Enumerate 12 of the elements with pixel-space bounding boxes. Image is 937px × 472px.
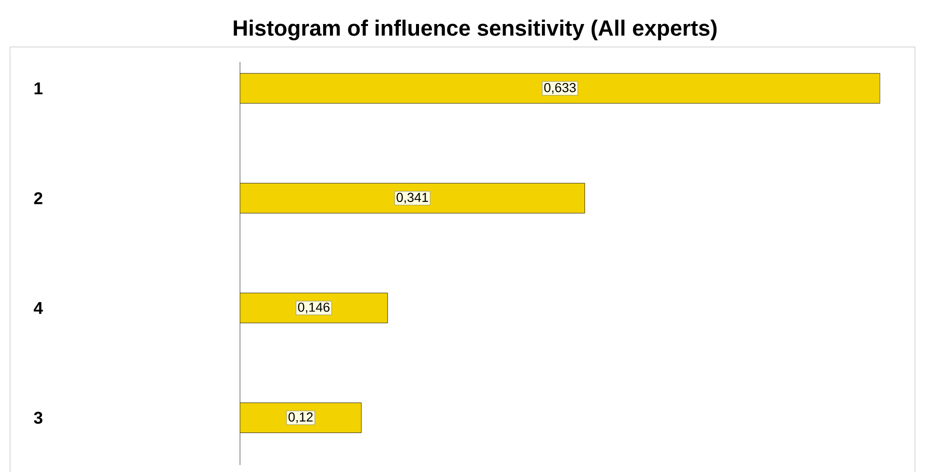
chart-title: Histogram of influence sensitivity (All experts) [234,20,717,40]
data-label: 0,341 [396,192,428,204]
data-label: 0,633 [544,82,576,94]
y-tick-label: 1 [34,82,43,94]
bar [240,182,585,214]
y-tick-label: 2 [34,192,42,204]
bar [240,292,388,324]
data-label: 0,12 [288,412,313,424]
y-tick-label: 3 [34,412,42,424]
data-label: 0,146 [298,302,330,314]
y-tick-label: 4 [34,302,43,314]
bar [240,73,880,104]
